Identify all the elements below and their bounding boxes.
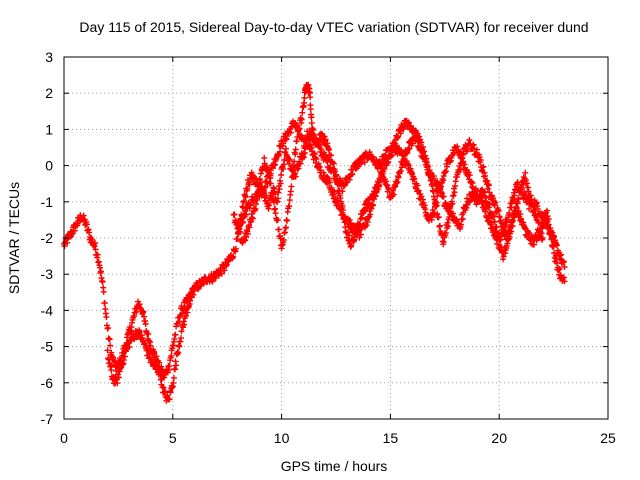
- x-tick-label: 5: [169, 430, 177, 446]
- y-tick-label: -1: [41, 194, 54, 210]
- y-tick-label: 2: [45, 85, 53, 101]
- y-tick-label: 1: [45, 121, 53, 137]
- y-tick-label: 3: [45, 49, 53, 65]
- chart-title: Day 115 of 2015, Sidereal Day-to-day VTE…: [79, 19, 588, 35]
- y-tick-label: -6: [41, 375, 54, 391]
- y-tick-label: -2: [41, 230, 54, 246]
- data-points: [61, 81, 568, 404]
- x-tick-label: 25: [600, 430, 616, 446]
- x-axis-label: GPS time / hours: [281, 458, 388, 474]
- y-tick-label: 0: [45, 158, 53, 174]
- y-axis-label: SDTVAR / TECUs: [6, 182, 22, 294]
- x-tick-label: 10: [274, 430, 290, 446]
- y-tick-label: -5: [41, 339, 54, 355]
- y-tick-label: -3: [41, 266, 54, 282]
- x-tick-label: 15: [383, 430, 399, 446]
- y-tick-label: -4: [41, 302, 54, 318]
- y-tick-label: -7: [41, 411, 54, 427]
- series-markers: [230, 81, 546, 252]
- x-tick-labels: 0 5 10 15 20 25: [60, 430, 616, 446]
- y-tick-labels: -7 -6 -5 -4 -3 -2 -1 0 1 2 3: [41, 49, 54, 427]
- axis-ticks: [63, 56, 609, 420]
- x-tick-label: 20: [491, 430, 507, 446]
- x-tick-label: 0: [60, 430, 68, 446]
